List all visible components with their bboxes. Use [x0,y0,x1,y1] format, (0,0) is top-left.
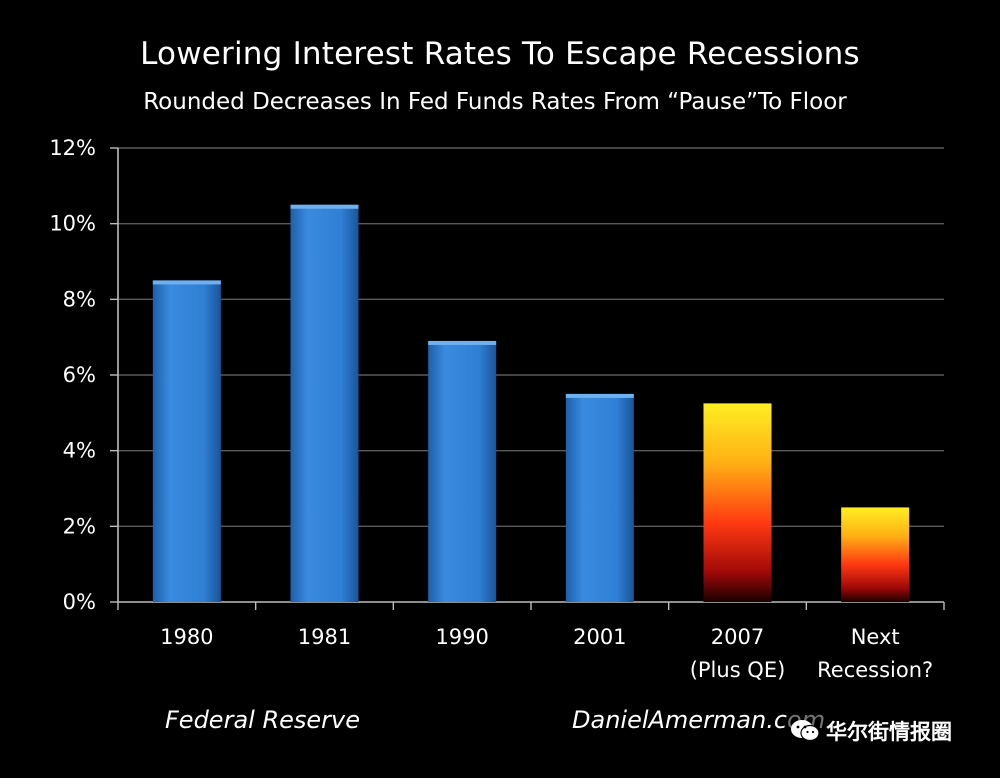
y-tick-label: 2% [63,514,96,538]
source-federal-reserve: Federal Reserve [165,706,360,734]
source-website: DanielAmerman.com [572,706,826,734]
bars [152,204,910,602]
x-tick-label: Recession? [817,658,933,682]
y-tick-label: 0% [63,590,96,614]
bar-top-highlight [565,393,634,398]
x-tick-label: 1980 [160,625,213,649]
gridlines [118,147,944,528]
wechat-icon [791,720,820,742]
y-tick-label: 10% [49,212,96,236]
bar-2007-plus-qe [703,403,772,602]
y-tick-label: 12% [49,136,96,160]
chart-title: Lowering Interest Rates To Escape Recess… [140,36,860,72]
x-tick-labels: 1980 1981 1990 2001 2007 (Plus QE) Next Recessi… [160,625,933,682]
watermark-text: 华尔街情报圈 [826,720,952,744]
bar-1980 [152,280,221,602]
x-tick-label: Next [851,625,900,649]
y-tick-label: 6% [63,363,96,387]
bar-2001 [565,393,634,602]
x-tick-label: 1990 [435,625,488,649]
y-tick-label: 4% [63,439,96,463]
x-tick-label: 2001 [573,625,626,649]
bar-top-highlight [290,204,359,209]
y-tick-label: 8% [63,287,96,311]
bar-top-highlight [152,280,221,285]
x-tick-label: 1981 [298,625,351,649]
y-tick-labels: 0% 2% 4% 6% 8% 10% 12% [49,136,96,614]
watermark: 华尔街情报圈 [786,714,958,748]
bar-next-recession [841,507,910,602]
bar-top-highlight [428,340,497,345]
x-tick-label: 2007 [711,625,764,649]
x-tick-label: (Plus QE) [690,658,786,682]
chart-subtitle: Rounded Decreases In Fed Funds Rates Fro… [143,89,847,115]
bar-1990 [428,340,497,602]
bar-1981 [290,204,359,602]
axes [110,147,945,610]
